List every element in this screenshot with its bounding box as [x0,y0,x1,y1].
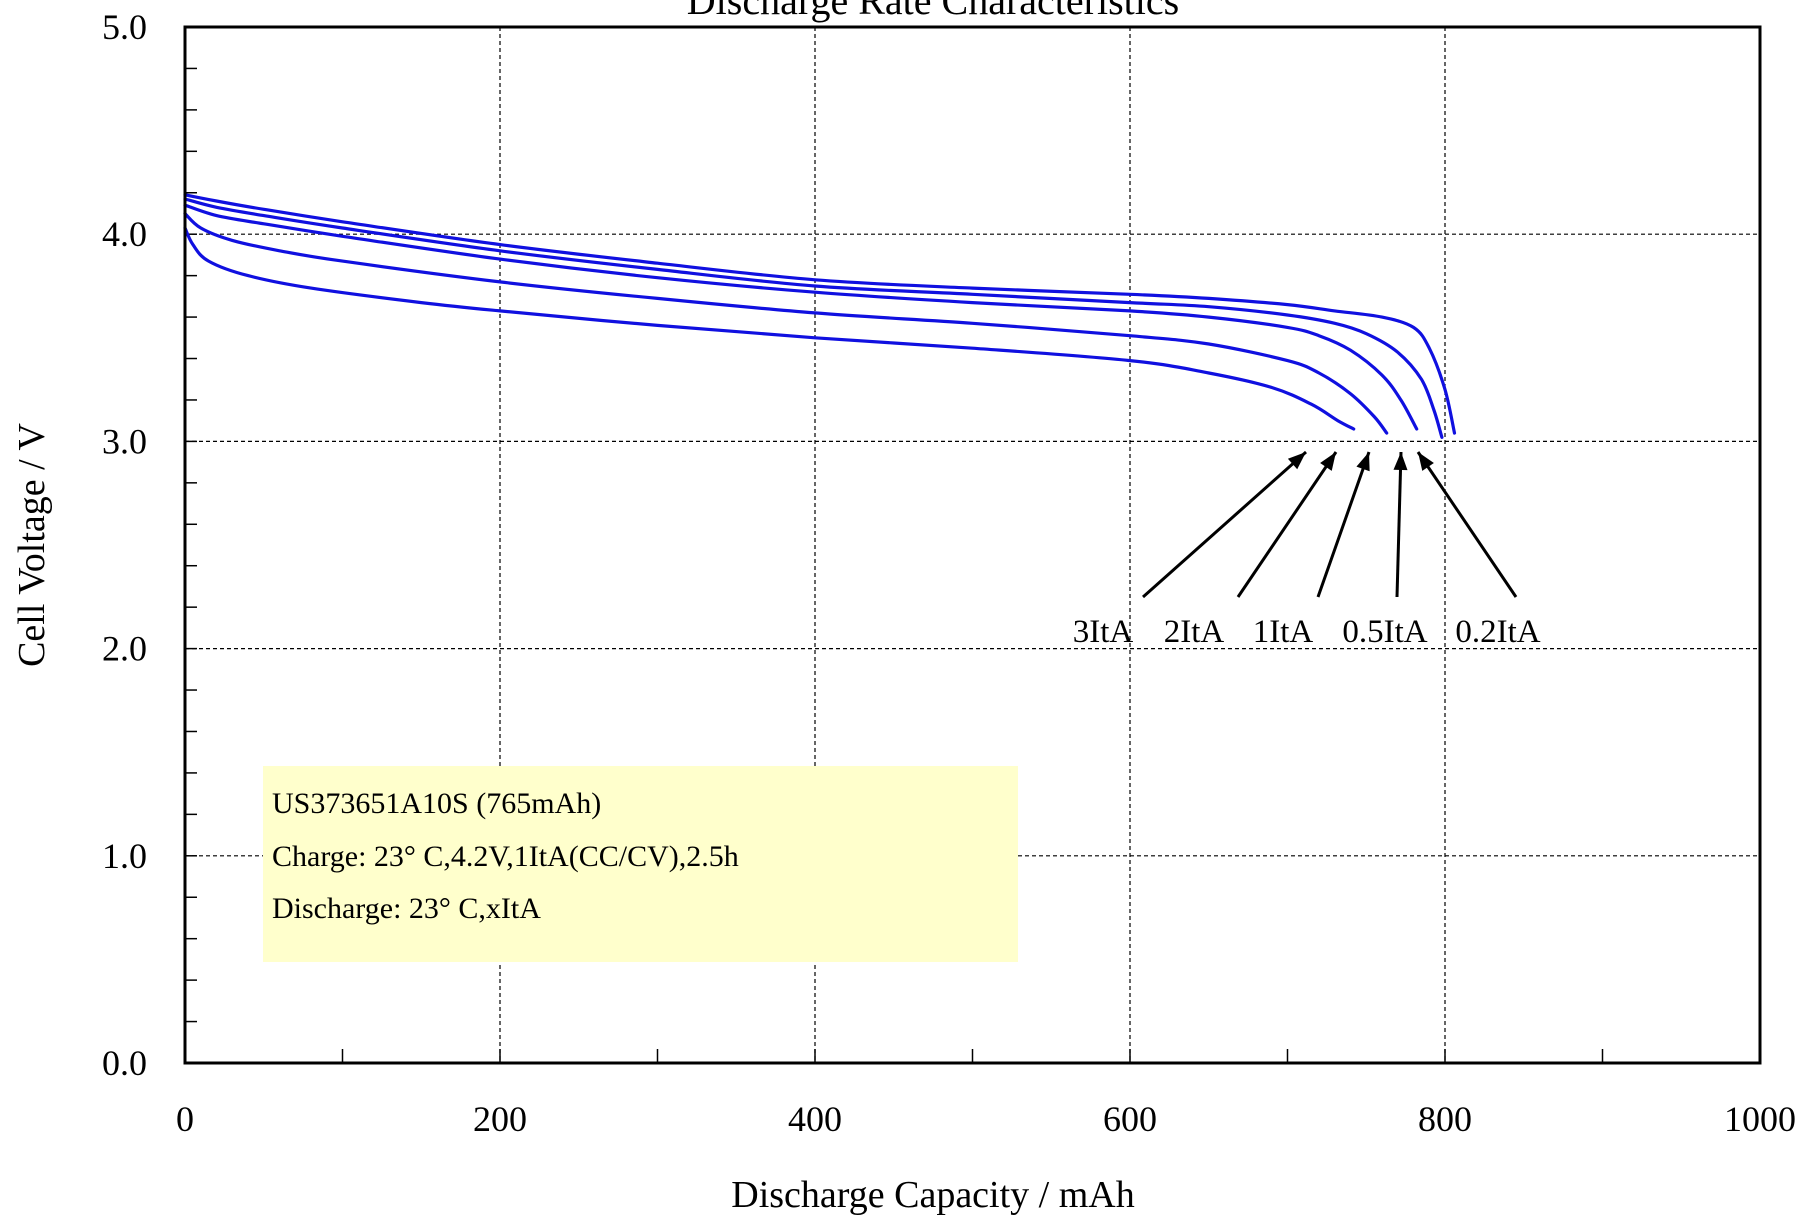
x-tick-label-1: 200 [473,1099,527,1139]
arrow-line-2 [1316,451,1371,598]
y-axis-label: Cell Voltage / V [11,423,53,667]
x-tick-label-4: 800 [1418,1099,1472,1139]
chart-title: Discharge Rate Characteristics [687,0,1179,23]
x-tick-label-5: 1000 [1724,1099,1796,1139]
rate-label-0_2ItA: 0.2ItA [1455,614,1540,650]
arrow-line-4 [1416,451,1518,598]
arrow-head-4 [1418,452,1434,471]
y-tick-label-1: 1.0 [102,836,147,876]
arrow-line-1 [1236,451,1338,598]
annotation-line-1: US373651A10S (765mAh) [272,787,601,820]
arrow-head-0 [1287,452,1306,470]
x-tick-label-3: 600 [1103,1099,1157,1139]
rate-labels: 3ItA 2ItA 1ItA 0.5ItA 0.2ItA [1073,614,1541,650]
arrow-head-3 [1393,452,1408,471]
y-tick-label-4: 4.0 [102,214,147,254]
y-tick-labels: 0.0 1.0 2.0 3.0 4.0 5.0 [102,7,147,1083]
rate-label-0_5ItA: 0.5ItA [1342,614,1427,650]
arrow-line-3 [1395,451,1403,598]
arrow-line-0 [1142,450,1307,599]
x-tick-label-2: 400 [788,1099,842,1139]
x-tick-label-0: 0 [176,1099,194,1139]
arrow-group [1142,450,1518,599]
annotation-box [263,766,1018,962]
curve-1ItA [183,203,1419,431]
y-tick-label-5: 5.0 [102,7,147,47]
plot-frame [183,25,1762,1065]
curve-3ItA [183,226,1356,431]
y-tick-label-3: 3.0 [102,421,147,461]
curve-2ItA [183,211,1389,435]
rate-label-3ItA: 3ItA [1073,614,1134,650]
arrow-head-1 [1320,452,1336,471]
curve-group [183,193,1457,439]
y-tick-label-2: 2.0 [102,629,147,669]
axis-ticks [185,67,1604,1063]
annotation-line-2: Charge: 23° C,4.2V,1ItA(CC/CV),2.5h [272,840,739,873]
rate-label-1ItA: 1ItA [1253,614,1314,650]
rate-label-2ItA: 2ItA [1164,614,1225,650]
curve-0_5ItA [183,197,1444,439]
y-tick-label-0: 0.0 [102,1043,147,1083]
arrow-head-2 [1356,452,1370,472]
curve-0_2ItA [183,193,1457,435]
x-tick-labels: 0 200 400 600 800 1000 [176,1099,1796,1139]
x-axis-label: Discharge Capacity / mAh [731,1174,1134,1215]
annotation-line-3: Discharge: 23° C,xItA [272,892,541,925]
